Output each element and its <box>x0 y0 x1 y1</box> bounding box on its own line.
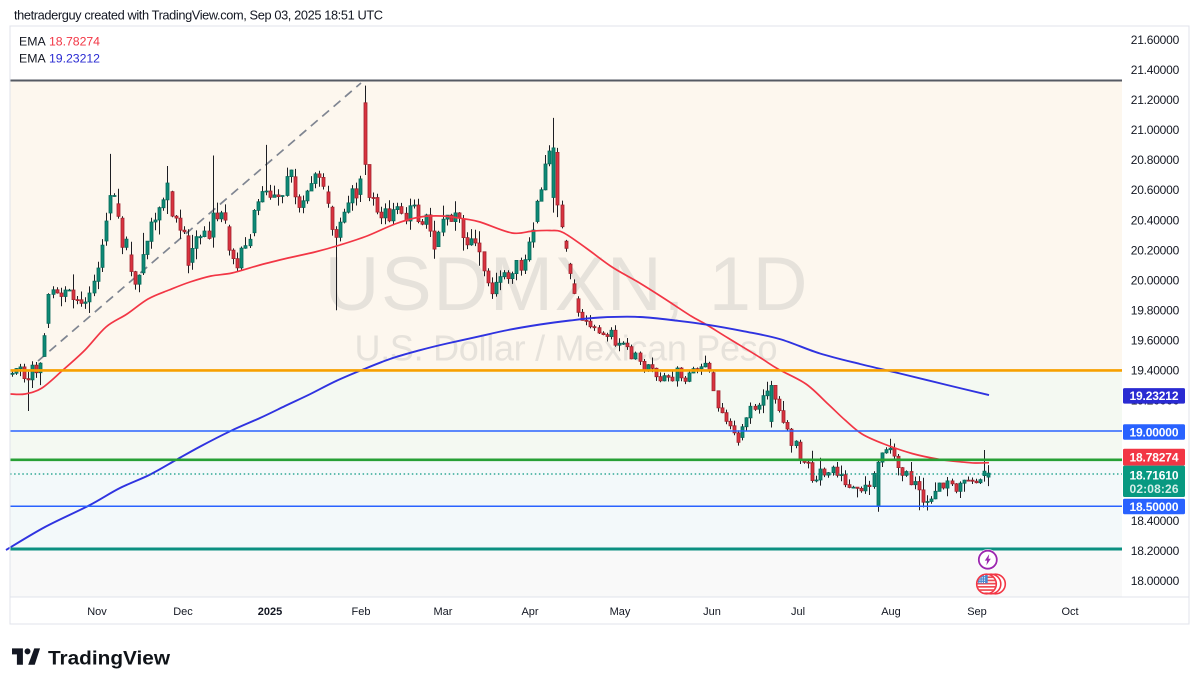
svg-text:Feb: Feb <box>352 606 371 618</box>
svg-text:19.60000: 19.60000 <box>1131 334 1180 348</box>
svg-text:EMA: EMA <box>19 35 46 49</box>
svg-text:May: May <box>610 606 631 618</box>
svg-text:02:08:26: 02:08:26 <box>1130 482 1179 496</box>
svg-text:18.20000: 18.20000 <box>1131 544 1180 558</box>
svg-text:21.60000: 21.60000 <box>1131 33 1180 47</box>
svg-text:U.S. Dollar / Mexican Peso: U.S. Dollar / Mexican Peso <box>355 328 778 369</box>
svg-text:18.50000: 18.50000 <box>1130 500 1179 514</box>
svg-text:18.00000: 18.00000 <box>1131 574 1180 588</box>
svg-text:USDMXN, 1D: USDMXN, 1D <box>325 242 808 327</box>
svg-text:18.40000: 18.40000 <box>1131 514 1180 528</box>
svg-text:Jun: Jun <box>703 606 721 618</box>
svg-text:20.80000: 20.80000 <box>1131 153 1180 167</box>
svg-text:2025: 2025 <box>258 606 282 618</box>
svg-text:Mar: Mar <box>434 606 453 618</box>
svg-text:20.20000: 20.20000 <box>1131 243 1180 257</box>
svg-text:18.78274: 18.78274 <box>1130 451 1179 465</box>
svg-text:thetraderguy created with Trad: thetraderguy created with TradingView.co… <box>14 8 383 23</box>
svg-text:19.40000: 19.40000 <box>1131 364 1180 378</box>
svg-text:20.00000: 20.00000 <box>1131 273 1180 287</box>
svg-text:19.80000: 19.80000 <box>1131 304 1180 318</box>
svg-text:20.60000: 20.60000 <box>1131 183 1180 197</box>
svg-text:19.23212: 19.23212 <box>49 52 100 66</box>
svg-text:21.40000: 21.40000 <box>1131 63 1180 77</box>
svg-text:18.78274: 18.78274 <box>49 35 100 49</box>
svg-text:Nov: Nov <box>87 606 107 618</box>
svg-text:Jul: Jul <box>791 606 805 618</box>
svg-text:21.00000: 21.00000 <box>1131 123 1180 137</box>
svg-text:Apr: Apr <box>521 606 538 618</box>
svg-text:Aug: Aug <box>881 606 901 618</box>
svg-text:21.20000: 21.20000 <box>1131 93 1180 107</box>
svg-text:Sep: Sep <box>967 606 987 618</box>
svg-text:20.40000: 20.40000 <box>1131 213 1180 227</box>
svg-text:19.23212: 19.23212 <box>1130 389 1179 403</box>
svg-text:TradingView: TradingView <box>48 648 171 670</box>
svg-text:EMA: EMA <box>19 52 46 66</box>
svg-text:18.71610: 18.71610 <box>1130 469 1179 483</box>
svg-text:Dec: Dec <box>173 606 193 618</box>
svg-text:19.00000: 19.00000 <box>1130 425 1179 439</box>
svg-text:Oct: Oct <box>1061 606 1078 618</box>
